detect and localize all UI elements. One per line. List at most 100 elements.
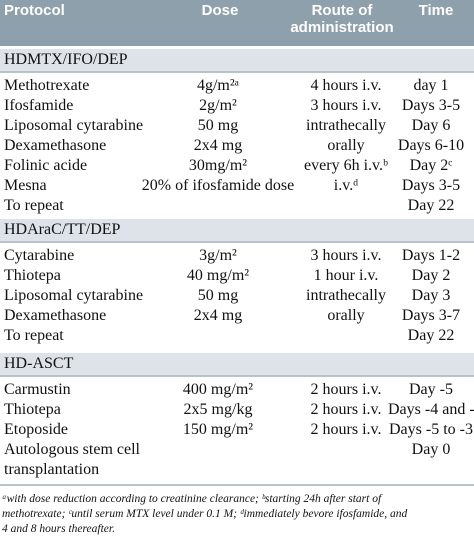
section-title: HDAraC/TT/DEP [4, 221, 121, 238]
table-row: transplantation [0, 460, 474, 480]
cell-time: Days -4 and -3 [388, 401, 474, 418]
table-row: Dexamethasone 2x4 mg orally Days 6-10 [0, 136, 474, 156]
cell-protocol: Folinic acide [4, 157, 88, 174]
cell-time: Days 3-7 [401, 307, 461, 324]
cell-protocol: Liposomal cytarabine [4, 117, 144, 134]
cell-route: 4 hours i.v. [310, 77, 382, 94]
cell-route: intrathecally [306, 117, 386, 134]
section-header-hdmtx: HDMTX/IFO/DEP [0, 49, 474, 71]
cell-time: Day 22 [407, 197, 455, 214]
cell-time: Days 1-2 [401, 247, 461, 264]
header-route-line1: Route of [311, 2, 373, 19]
section-rows-hdasct: Carmustin 400 mg/m² 2 hours i.v. Day -5 … [0, 380, 474, 480]
cell-time: Days 6-10 [397, 137, 465, 154]
cell-time: Days 3-5 [401, 177, 461, 194]
cell-protocol: To repeat [4, 327, 64, 344]
cell-route: orally [327, 307, 365, 324]
header-route-line2: administration [290, 19, 394, 36]
cell-dose: 2x4 mg [193, 307, 243, 324]
section-title: HD-ASCT [4, 355, 74, 372]
cell-protocol: Mesna [4, 177, 47, 194]
divider [0, 484, 474, 486]
header-dose: Dose [201, 2, 239, 19]
cell-time: Days -5 to -3 [389, 421, 473, 438]
cell-time: Day 3 [411, 287, 451, 304]
cell-dose: 50 mg [197, 117, 239, 134]
table-row: To repeat Day 22 [0, 196, 474, 216]
table-row: Dexamethasone 2x4 mg orally Days 3-7 [0, 306, 474, 326]
cell-protocol: Thiotepa [4, 401, 61, 418]
cell-protocol: Liposomal cytarabine [4, 287, 144, 304]
divider [0, 375, 474, 377]
cell-protocol: Autologous stem cell [4, 441, 140, 458]
cell-protocol: Cytarabine [4, 247, 75, 264]
cell-dose: 50 mg [197, 287, 239, 304]
cell-route: 1 hour i.v. [313, 267, 379, 284]
cell-route: 2 hours i.v. [310, 421, 382, 438]
table-header: Protocol Dose Route of administration Ti… [0, 0, 474, 46]
cell-time: Day 6 [411, 117, 451, 134]
cell-dose: 150 mg/m² [182, 421, 254, 438]
cell-dose: 20% of ifosfamide dose [141, 177, 295, 194]
table-row: Liposomal cytarabine 50 mg intrathecally… [0, 116, 474, 136]
cell-route: 2 hours i.v. [310, 381, 382, 398]
table-row: To repeat Day 22 [0, 326, 474, 346]
section-rows-hdmtx: Methotrexate 4g/m²ᵃ 4 hours i.v. day 1 I… [0, 76, 474, 216]
header-time: Time [418, 2, 454, 19]
footnote: ᵃwith dose reduction according to creati… [2, 492, 472, 537]
table-row: Folinic acide 30mg/m² every 6h i.v.ᵇ Day… [0, 156, 474, 176]
section-title: HDMTX/IFO/DEP [4, 51, 128, 68]
table-row: Liposomal cytarabine 50 mg intrathecally… [0, 286, 474, 306]
cell-protocol: To repeat [4, 197, 64, 214]
cell-dose: 4g/m²ᵃ [196, 77, 240, 94]
cell-dose: 2g/m² [199, 97, 237, 114]
cell-route: 2 hours i.v. [310, 401, 382, 418]
cell-protocol: Methotrexate [4, 77, 90, 94]
cell-time: Days 3-5 [401, 97, 461, 114]
cell-route: i.v.ᵈ [333, 177, 359, 194]
cell-route: orally [327, 137, 365, 154]
cell-protocol: Ifosfamide [4, 97, 74, 114]
cell-protocol: transplantation [4, 461, 100, 478]
cell-time: day 1 [413, 77, 449, 94]
table-row: Methotrexate 4g/m²ᵃ 4 hours i.v. day 1 [0, 76, 474, 96]
footnote-line: methotrexate; ᶜuntil serum MTX level und… [2, 508, 408, 520]
cell-dose: 30mg/m² [188, 157, 248, 174]
cell-time: Day -5 [409, 381, 453, 398]
cell-route: 3 hours i.v. [310, 97, 382, 114]
cell-dose: 40 mg/m² [186, 267, 250, 284]
header-route: Route of administration [287, 2, 397, 36]
table-row: Autologous stem cell Day 0 [0, 440, 474, 460]
table-row: Mesna 20% of ifosfamide dose i.v.ᵈ Days … [0, 176, 474, 196]
cell-time: Day 2ᶜ [409, 157, 453, 174]
cell-dose: 400 mg/m² [182, 381, 254, 398]
cell-time: Day 0 [411, 441, 451, 458]
divider [0, 241, 474, 243]
section-header-hdarac: HDAraC/TT/DEP [0, 219, 474, 241]
divider [0, 71, 474, 73]
cell-route: intrathecally [306, 287, 386, 304]
cell-route: every 6h i.v.ᵇ [304, 157, 388, 174]
cell-dose: 3g/m² [199, 247, 237, 264]
cell-time: Day 2 [411, 267, 451, 284]
section-header-hdasct: HD-ASCT [0, 353, 474, 375]
header-protocol: Protocol [4, 2, 65, 19]
section-rows-hdarac: Cytarabine 3g/m² 3 hours i.v. Days 1-2 T… [0, 246, 474, 346]
table-row: Carmustin 400 mg/m² 2 hours i.v. Day -5 [0, 380, 474, 400]
table-row: Thiotepa 40 mg/m² 1 hour i.v. Day 2 [0, 266, 474, 286]
cell-protocol: Thiotepa [4, 267, 61, 284]
cell-dose: 2x5 mg/kg [183, 401, 253, 418]
footnote-line: ᵃwith dose reduction according to creati… [2, 493, 382, 505]
table-row: Cytarabine 3g/m² 3 hours i.v. Days 1-2 [0, 246, 474, 266]
table-row: Etoposide 150 mg/m² 2 hours i.v. Days -5… [0, 420, 474, 440]
cell-dose: 2x4 mg [193, 137, 243, 154]
table-row: Thiotepa 2x5 mg/kg 2 hours i.v. Days -4 … [0, 400, 474, 420]
cell-time: Day 22 [407, 327, 455, 344]
cell-route: 3 hours i.v. [310, 247, 382, 264]
cell-protocol: Dexamethasone [4, 137, 107, 154]
cell-protocol: Carmustin [4, 381, 71, 398]
footnote-line: 4 and 8 hours thereafter. [2, 523, 115, 535]
table-row: Ifosfamide 2g/m² 3 hours i.v. Days 3-5 [0, 96, 474, 116]
cell-protocol: Etoposide [4, 421, 68, 438]
cell-protocol: Dexamethasone [4, 307, 107, 324]
